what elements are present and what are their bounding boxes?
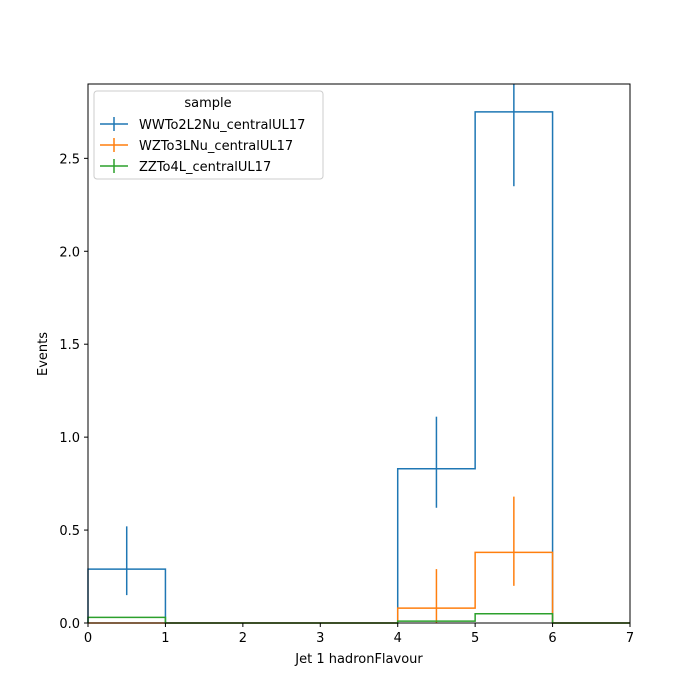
x-tick-label: 3: [316, 631, 324, 646]
x-tick-label: 5: [471, 631, 479, 646]
legend-entry: ZZTo4L_centralUL17: [100, 159, 271, 175]
legend: sample WWTo2L2Nu_centralUL17 WZTo3LNu_cen…: [93, 90, 324, 180]
legend-entries: WWTo2L2Nu_centralUL17 WZTo3LNu_centralUL1…: [100, 117, 305, 175]
x-tick-label: 0: [84, 631, 92, 646]
y-tick-label: 2.5: [59, 152, 80, 167]
legend-label: WWTo2L2Nu_centralUL17: [139, 118, 305, 133]
x-tick-label: 2: [239, 631, 247, 646]
plot-frame: [87, 83, 631, 624]
legend-label: ZZTo4L_centralUL17: [139, 160, 271, 175]
legend-entry: WWTo2L2Nu_centralUL17: [100, 117, 305, 133]
ticks-layer: 0 1 2 3 4 5 6 7 0.0 0.5 1.0 1.5 2.0 2.5: [59, 152, 634, 646]
y-axis-label: Events: [36, 332, 51, 376]
y-tick-label: 0.5: [59, 524, 80, 539]
y-tick-label: 1.0: [59, 431, 80, 446]
x-axis-label: Jet 1 hadronFlavour: [294, 652, 423, 667]
y-tick-label: 2.0: [59, 245, 80, 260]
y-tick-label: 1.5: [59, 338, 80, 353]
x-tick-label: 4: [394, 631, 402, 646]
x-tick-label: 7: [626, 631, 634, 646]
x-tick-label: 6: [548, 631, 556, 646]
legend-title: sample: [184, 96, 231, 111]
legend-label: WZTo3LNu_centralUL17: [139, 139, 293, 154]
y-tick-label: 0.0: [59, 617, 80, 632]
x-tick-label: 1: [161, 631, 169, 646]
legend-entry: WZTo3LNu_centralUL17: [100, 138, 293, 154]
legend-box: [93, 90, 324, 180]
